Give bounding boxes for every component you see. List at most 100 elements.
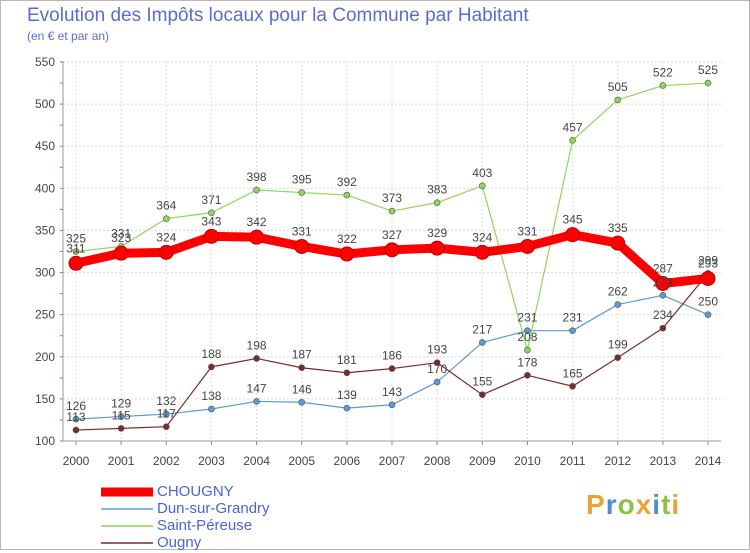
x-tick-label: 2001 [108,454,135,468]
data-point-saint-pereuse [253,186,260,194]
data-label-ougny: 186 [382,349,402,363]
logo-letter: i [671,489,681,520]
data-point-dun-sur-grandry [569,327,576,334]
legend-item-chougny: CHOUGNY [101,483,321,502]
data-point-chougny [249,229,265,245]
x-tick-label: 2002 [153,454,180,468]
chart-subtitle: (en € et par an) [27,29,110,43]
data-label-saint-pereuse: 395 [292,173,312,187]
data-point-chougny [158,244,174,260]
data-label-chougny: 324 [472,230,492,244]
y-tick-label: 450 [35,139,55,153]
y-tick-label: 500 [35,97,55,111]
data-label-ougny: 165 [563,366,583,380]
data-label-saint-pereuse: 525 [698,63,718,77]
data-point-chougny [474,244,490,260]
data-label-saint-pereuse: 522 [653,66,673,80]
data-label-dun-sur-grandry: 132 [156,394,176,408]
data-label-chougny: 335 [608,221,628,235]
data-point-dun-sur-grandry [162,410,170,418]
data-point-ougny [117,425,125,432]
data-point-saint-pereuse [298,189,306,196]
data-label-dun-sur-grandry: 262 [608,285,628,299]
data-label-chougny: 311 [66,241,85,255]
data-label-dun-sur-grandry: 139 [337,388,357,402]
data-label-chougny: 343 [201,214,221,228]
data-label-chougny: 323 [111,231,131,245]
data-label-dun-sur-grandry: 147 [247,381,267,395]
logo-letter: r [605,489,618,520]
data-point-dun-sur-grandry [433,378,441,386]
x-tick-label: 2006 [334,454,361,468]
data-label-saint-pereuse: 505 [608,80,628,94]
data-point-ougny [524,372,531,379]
data-label-dun-sur-grandry: 129 [111,397,131,411]
data-label-chougny: 329 [427,226,447,240]
data-label-ougny: 178 [517,355,537,369]
data-point-saint-pereuse [614,96,622,104]
data-label-chougny: 293 [698,256,718,270]
data-point-saint-pereuse [704,79,712,87]
data-label-saint-pereuse: 331 [111,226,131,240]
data-point-chougny [610,235,626,251]
data-label-saint-pereuse: 383 [427,183,447,197]
data-label-dun-sur-grandry: 146 [292,382,312,396]
x-tick-label: 2003 [198,454,225,468]
data-label-ougny: 199 [608,338,628,352]
data-point-dun-sur-grandry [478,339,486,346]
legend-item-saint-pereuse: Saint-Péreuse [101,517,321,536]
y-tick-label: 400 [35,181,55,195]
y-tick-label: 100 [35,434,55,448]
legend-swatch-saint-pereuse [101,525,153,527]
data-point-dun-sur-grandry [388,401,396,409]
data-point-ougny [253,355,260,362]
x-tick-label: 2008 [424,454,451,468]
data-label-ougny: 299 [698,253,718,267]
logo-letter: i [652,489,662,520]
data-point-dun-sur-grandry [117,413,125,420]
legend-swatch-dun-sur-grandry [101,508,153,510]
data-label-chougny: 322 [337,232,357,246]
data-label-saint-pereuse: 325 [66,232,86,246]
legend-swatch-ougny [101,542,153,544]
data-point-saint-pereuse [433,199,441,206]
y-tick-label: 300 [35,266,55,280]
data-point-chougny [519,238,535,254]
logo-letter: P [586,489,606,520]
x-tick-label: 2014 [695,454,722,468]
data-label-saint-pereuse: 371 [201,193,221,207]
data-point-dun-sur-grandry [72,415,80,423]
y-tick-label: 550 [35,55,55,69]
data-label-saint-pereuse: 373 [382,191,402,205]
x-tick-label: 2013 [650,454,677,468]
data-label-saint-pereuse: 364 [156,199,176,213]
data-point-chougny [655,276,671,292]
x-tick-label: 2004 [243,454,270,468]
data-point-ougny [388,365,396,372]
data-label-ougny: 188 [201,347,221,361]
data-point-chougny [429,240,445,256]
data-label-saint-pereuse: 457 [563,120,583,134]
data-point-ougny [208,363,215,371]
data-label-saint-pereuse: 403 [472,166,492,180]
legend-item-ougny: Ougny [101,534,321,553]
data-label-ougny: 155 [472,375,492,389]
data-label-dun-sur-grandry: 231 [517,311,537,325]
data-point-chougny [113,245,129,261]
data-point-saint-pereuse [478,182,486,190]
logo-letter: x [635,489,653,520]
x-tick-label: 2009 [469,454,496,468]
x-tick-label: 2005 [288,454,315,468]
x-tick-label: 2007 [379,454,406,468]
x-tick-label: 2012 [604,454,631,468]
data-label-saint-pereuse: 208 [517,330,537,344]
data-point-saint-pereuse [569,137,576,144]
data-point-saint-pereuse [162,215,170,222]
y-tick-label: 250 [35,308,55,322]
data-point-dun-sur-grandry [208,405,215,413]
y-tick-label: 150 [35,392,55,406]
x-tick-label: 2011 [560,454,586,468]
data-label-ougny: 234 [653,308,673,322]
data-point-ougny [298,364,306,372]
